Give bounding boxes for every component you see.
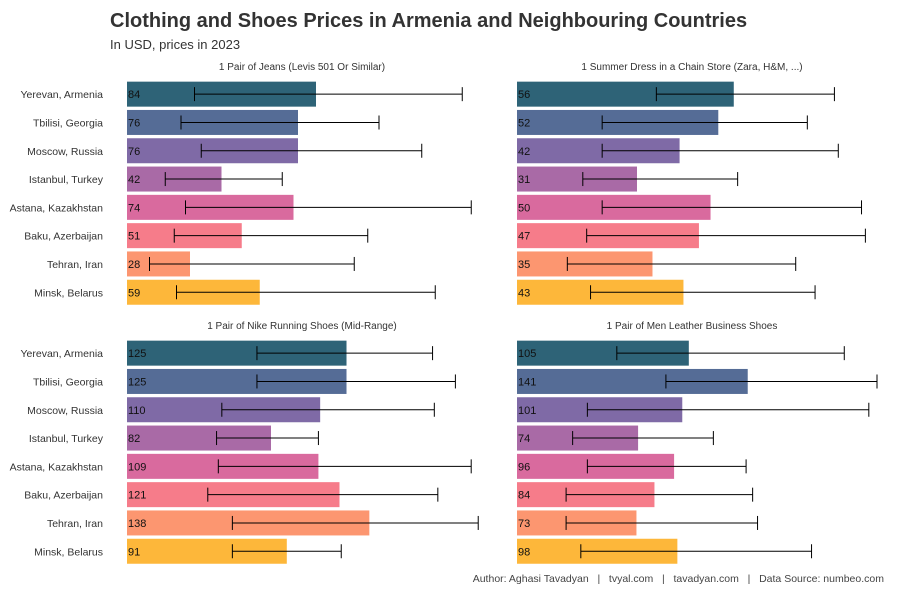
panel-3: 1 Pair of Nike Running Shoes (Mid-Range)…: [10, 321, 479, 564]
error-bar: [586, 228, 866, 243]
bar-value-label: 76: [128, 146, 140, 158]
bar-value-label: 101: [518, 405, 536, 417]
error-bar: [256, 374, 456, 389]
bar-value-label: 42: [518, 146, 530, 158]
bar-value-label: 109: [128, 461, 146, 473]
bar-value-label: 141: [518, 376, 536, 388]
bar-value-label: 76: [128, 117, 140, 129]
bar-value-label: 96: [518, 461, 530, 473]
city-label: Astana, Kazakhstan: [10, 461, 104, 473]
bar-value-label: 59: [128, 287, 140, 299]
error-bar: [565, 515, 759, 530]
bar-value-label: 125: [128, 348, 146, 360]
city-label: Tbilisi, Georgia: [33, 376, 103, 388]
error-bar: [194, 87, 463, 102]
bar-value-label: 47: [518, 231, 530, 243]
chart-title: Clothing and Shoes Prices in Armenia and…: [110, 10, 748, 32]
bar-value-label: 105: [518, 348, 536, 360]
error-bar: [231, 515, 479, 530]
panel-1: 1 Pair of Jeans (Levis 501 Or Similar) Ye…: [10, 62, 472, 305]
panel-4: 1 Pair of Men Leather Business Shoes 105 1…: [517, 321, 878, 564]
error-bar: [655, 87, 835, 102]
city-label: Yerevan, Armenia: [21, 348, 104, 360]
bar-value-label: 42: [128, 174, 140, 186]
error-bar: [164, 172, 283, 187]
bar-value-label: 138: [128, 518, 146, 530]
error-bar: [590, 285, 816, 300]
error-bar: [176, 285, 436, 300]
city-label: Baku, Azerbaijan: [24, 490, 103, 502]
bar-value-label: 50: [518, 202, 530, 214]
error-bar: [616, 346, 845, 361]
city-label: Tehran, Iran: [47, 518, 103, 530]
bar-value-label: 52: [518, 117, 530, 129]
error-bar: [580, 544, 813, 559]
error-bar: [207, 487, 439, 502]
panel-title: 1 Pair of Men Leather Business Shoes: [607, 321, 778, 332]
bar-value-label: 121: [128, 490, 146, 502]
bar-value-label: 82: [128, 433, 140, 445]
bar-value-label: 84: [128, 89, 140, 101]
error-bar: [665, 374, 878, 389]
error-bar: [200, 143, 423, 158]
bar-value-label: 31: [518, 174, 530, 186]
error-bar: [221, 402, 435, 417]
bar-value-label: 74: [518, 433, 530, 445]
error-bar: [586, 402, 870, 417]
city-label: Baku, Azerbaijan: [24, 231, 103, 243]
city-label: Moscow, Russia: [27, 405, 103, 417]
caption: Author: Aghasi Tavadyan | tvyal.com | ta…: [472, 573, 884, 585]
city-label: Minsk, Belarus: [34, 287, 103, 299]
error-bar: [256, 346, 434, 361]
city-label: Istanbul, Turkey: [29, 174, 104, 186]
bar-value-label: 51: [128, 231, 140, 243]
error-bar: [601, 200, 863, 215]
city-label: Tbilisi, Georgia: [33, 117, 103, 129]
bar-value-label: 98: [518, 546, 530, 558]
city-label: Moscow, Russia: [27, 146, 103, 158]
error-bar: [149, 256, 355, 271]
bar-value-label: 28: [128, 259, 140, 271]
error-bar: [565, 487, 754, 502]
panel-title: 1 Summer Dress in a Chain Store (Zara, H…: [581, 62, 802, 73]
bar-value-label: 56: [518, 89, 530, 101]
city-label: Minsk, Belarus: [34, 546, 103, 558]
city-label: Yerevan, Armenia: [21, 89, 104, 101]
city-label: Istanbul, Turkey: [29, 433, 104, 445]
error-bar: [217, 459, 472, 474]
error-bar: [582, 172, 739, 187]
error-bar: [216, 431, 319, 446]
bar-value-label: 73: [518, 518, 530, 530]
chart-subtitle: In USD, prices in 2023: [110, 37, 241, 52]
panel-title: 1 Pair of Jeans (Levis 501 Or Similar): [219, 62, 385, 73]
error-bar: [566, 256, 797, 271]
bar-value-label: 84: [518, 490, 530, 502]
error-bar: [601, 115, 808, 130]
bar-value-label: 91: [128, 546, 140, 558]
error-bar: [180, 115, 380, 130]
error-bar: [173, 228, 369, 243]
bar-value-label: 35: [518, 259, 530, 271]
panel-title: 1 Pair of Nike Running Shoes (Mid-Range): [207, 321, 397, 332]
panel-2: 1 Summer Dress in a Chain Store (Zara, H…: [517, 62, 866, 305]
bar-value-label: 110: [128, 405, 146, 417]
bar-value-label: 43: [518, 287, 530, 299]
error-bar: [231, 544, 342, 559]
error-bar: [572, 431, 714, 446]
city-label: Astana, Kazakhstan: [10, 202, 104, 214]
error-bar: [601, 143, 839, 158]
city-label: Tehran, Iran: [47, 259, 103, 271]
error-bar: [185, 200, 472, 215]
bar-value-label: 125: [128, 376, 146, 388]
error-bar: [586, 459, 747, 474]
bar-value-label: 74: [128, 202, 140, 214]
